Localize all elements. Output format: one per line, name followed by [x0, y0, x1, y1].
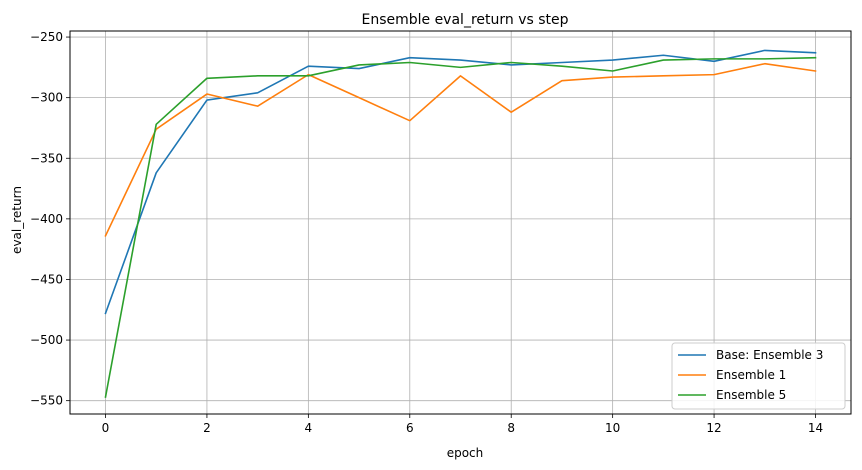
x-axis-title: epoch [447, 446, 484, 460]
y-tick-label: −500 [30, 333, 63, 347]
legend-label: Ensemble 1 [716, 368, 786, 382]
series-line-2 [104, 62, 817, 237]
legend: Base: Ensemble 3 Ensemble 1 Ensemble 5 [671, 342, 846, 410]
y-tick-label: −450 [30, 272, 63, 286]
x-tick-label: 10 [605, 421, 620, 435]
plot-frame [69, 30, 852, 415]
y-tick-label: −350 [30, 151, 63, 165]
legend-box [671, 342, 846, 410]
axis-ticks: 0 2 4 6 8 10 12 14 −550 −500 −450 −400 −350 −300 −250 [30, 30, 823, 435]
y-axis-title: eval_return [10, 186, 24, 254]
x-tick-label: 8 [507, 421, 515, 435]
y-tick-label: −300 [30, 91, 63, 105]
x-tick-label: 2 [203, 421, 211, 435]
y-tick-label: −400 [30, 212, 63, 226]
series-line-3 [104, 56, 817, 398]
y-tick-label: −250 [30, 30, 63, 44]
x-tick-label: 12 [706, 421, 721, 435]
legend-label: Ensemble 5 [716, 388, 786, 402]
series-lines [104, 49, 817, 398]
x-tick-label: 0 [102, 421, 110, 435]
y-tick-label: −550 [30, 394, 63, 408]
x-tick-label: 4 [305, 421, 313, 435]
x-tick-label: 14 [808, 421, 823, 435]
legend-label: Base: Ensemble 3 [716, 348, 823, 362]
x-tick-label: 6 [406, 421, 414, 435]
chart-title: Ensemble eval_return vs step [361, 12, 568, 28]
grid-lines [70, 31, 851, 414]
